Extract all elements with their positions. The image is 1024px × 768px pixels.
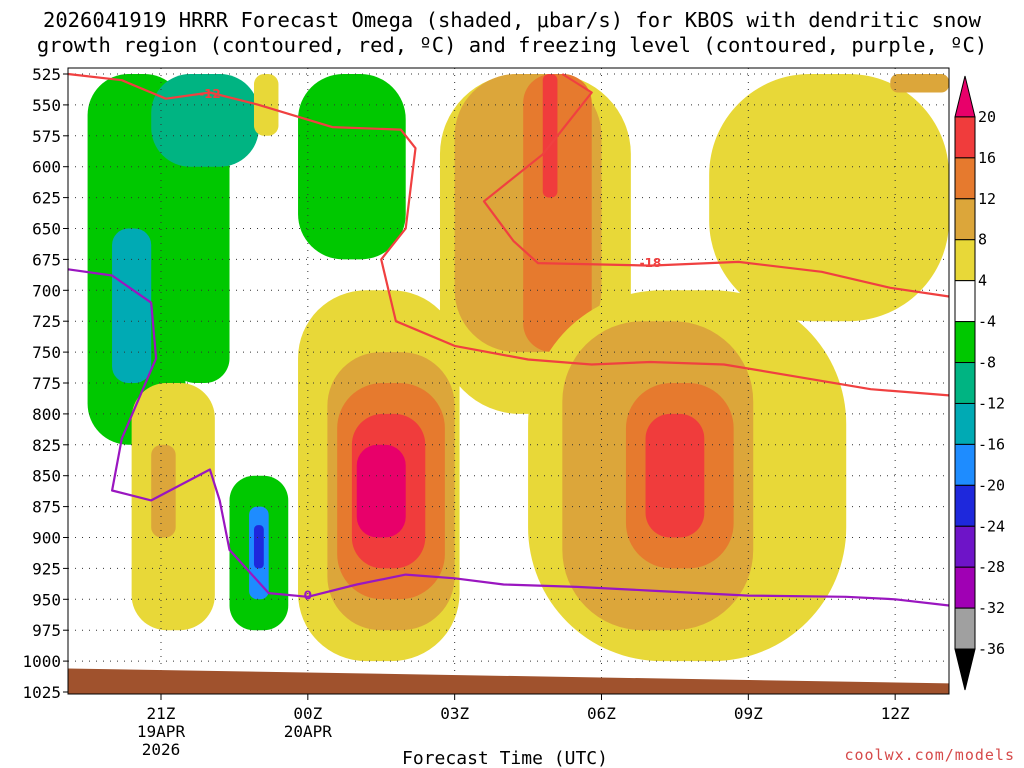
omega-region-18 <box>709 74 949 322</box>
omega-region-19 <box>890 74 949 93</box>
y-tick-label-925: 925 <box>32 559 61 578</box>
y-tick-label-975: 975 <box>32 621 61 640</box>
y-tick-label-850: 850 <box>32 467 61 486</box>
y-tick-label-875: 875 <box>32 498 61 517</box>
omega-region-13 <box>542 74 558 198</box>
colorbar-box-4 <box>954 239 976 282</box>
colorbar-label-8: -16 <box>978 435 1005 453</box>
x-tick-date-00Z: 20APR <box>284 722 333 741</box>
dgz-minus18-line <box>482 73 950 298</box>
omega-region-17 <box>645 413 705 538</box>
chart-title-line1: 2026041919 HRRR Forecast Omega (shaded, … <box>43 8 982 32</box>
colorbar-box-8 <box>954 402 976 445</box>
colorbar: 20 16 12 8 4 -4 -8 -12 -16 -20 -24 -28 -32 -36 <box>954 75 1005 691</box>
colorbar-label-10: -24 <box>978 517 1005 535</box>
colorbar-label-2: 12 <box>978 190 996 208</box>
dgz-minus12-upper-label: -12 <box>199 87 221 101</box>
y-tick-label-950: 950 <box>32 590 61 609</box>
colorbar-bottom-triangle <box>954 648 976 691</box>
y-tick-label-525: 525 <box>32 65 61 84</box>
colorbar-box-2 <box>954 157 976 200</box>
omega-region-25 <box>253 74 279 136</box>
colorbar-box-1 <box>954 116 976 159</box>
colorbar-label-3: 8 <box>978 231 987 249</box>
terrain-surface <box>68 668 949 694</box>
y-axis: 525 550 575 600 625 650 675 700 725 750 775 800 825 8… <box>22 65 68 702</box>
y-tick-label-675: 675 <box>32 250 61 269</box>
colorbar-box-5 <box>954 280 976 323</box>
y-tick-label-575: 575 <box>32 127 61 146</box>
colorbar-box-13 <box>954 607 976 650</box>
plot-frame <box>67 67 950 695</box>
y-tick-label-625: 625 <box>32 189 61 208</box>
dgz-minus18-label: -18 <box>640 256 662 270</box>
x-axis-label: Forecast Time (UTC) <box>402 748 608 768</box>
x-tick-label-06Z: 06Z <box>587 704 616 723</box>
x-tick-date-21Z: 19APR <box>137 722 186 741</box>
chart-title-line2: growth region (contoured, red, ºC) and f… <box>37 33 987 57</box>
colorbar-box-11 <box>954 525 976 568</box>
y-tick-label-650: 650 <box>32 220 61 239</box>
y-tick-label-800: 800 <box>32 405 61 424</box>
y-tick-label-825: 825 <box>32 436 61 455</box>
colorbar-label-7: -12 <box>978 394 1005 412</box>
colorbar-label-5: -4 <box>978 313 996 331</box>
colorbar-label-0: 20 <box>978 108 996 126</box>
x-tick-label-00Z: 00Z <box>293 704 322 723</box>
omega-region-21 <box>151 444 176 538</box>
credit-text: coolwx.com/models <box>844 746 1015 764</box>
colorbar-box-10 <box>954 484 976 527</box>
terrain-layer <box>68 668 949 694</box>
omega-region-24 <box>253 525 264 569</box>
y-tick-label-750: 750 <box>32 343 61 362</box>
colorbar-top-triangle <box>954 75 976 118</box>
colorbar-box-3 <box>954 198 976 241</box>
x-tick-label-12Z: 12Z <box>881 704 910 723</box>
y-tick-label-775: 775 <box>32 374 61 393</box>
y-tick-label-1000: 1000 <box>22 652 61 671</box>
y-tick-label-900: 900 <box>32 529 61 548</box>
colorbar-label-12: -32 <box>978 599 1005 617</box>
y-tick-label-700: 700 <box>32 281 61 300</box>
omega-region-9 <box>356 444 406 538</box>
y-tick-label-1025: 1025 <box>22 683 61 702</box>
y-tick-label-600: 600 <box>32 158 61 177</box>
contour-layer: -12 -18 0 <box>67 72 950 607</box>
omega-region-4 <box>112 228 152 383</box>
y-tick-label-725: 725 <box>32 312 61 331</box>
freezing-level-0c-label: 0 <box>304 589 312 603</box>
omega-region-12 <box>523 74 592 353</box>
colorbar-label-6: -8 <box>978 354 996 372</box>
colorbar-label-1: 16 <box>978 149 996 167</box>
x-tick-label-09Z: 09Z <box>734 704 763 723</box>
x-tick-label-03Z: 03Z <box>440 704 469 723</box>
colorbar-label-11: -28 <box>978 558 1005 576</box>
colorbar-label-4: 4 <box>978 272 987 290</box>
x-tick-year-21Z: 2026 <box>142 740 181 759</box>
freezing-level-0c-line <box>67 268 950 607</box>
y-tick-label-550: 550 <box>32 96 61 115</box>
colorbar-label-13: -36 <box>978 640 1005 658</box>
colorbar-label-9: -20 <box>978 476 1005 494</box>
omega-region-2 <box>298 74 406 260</box>
x-tick-label-21Z: 21Z <box>147 704 176 723</box>
colorbar-box-9 <box>954 443 976 486</box>
colorbar-box-12 <box>954 566 976 609</box>
colorbar-box-6 <box>954 321 976 364</box>
colorbar-box-7 <box>954 362 976 404</box>
dgz-minus12-upper-line <box>67 72 950 397</box>
